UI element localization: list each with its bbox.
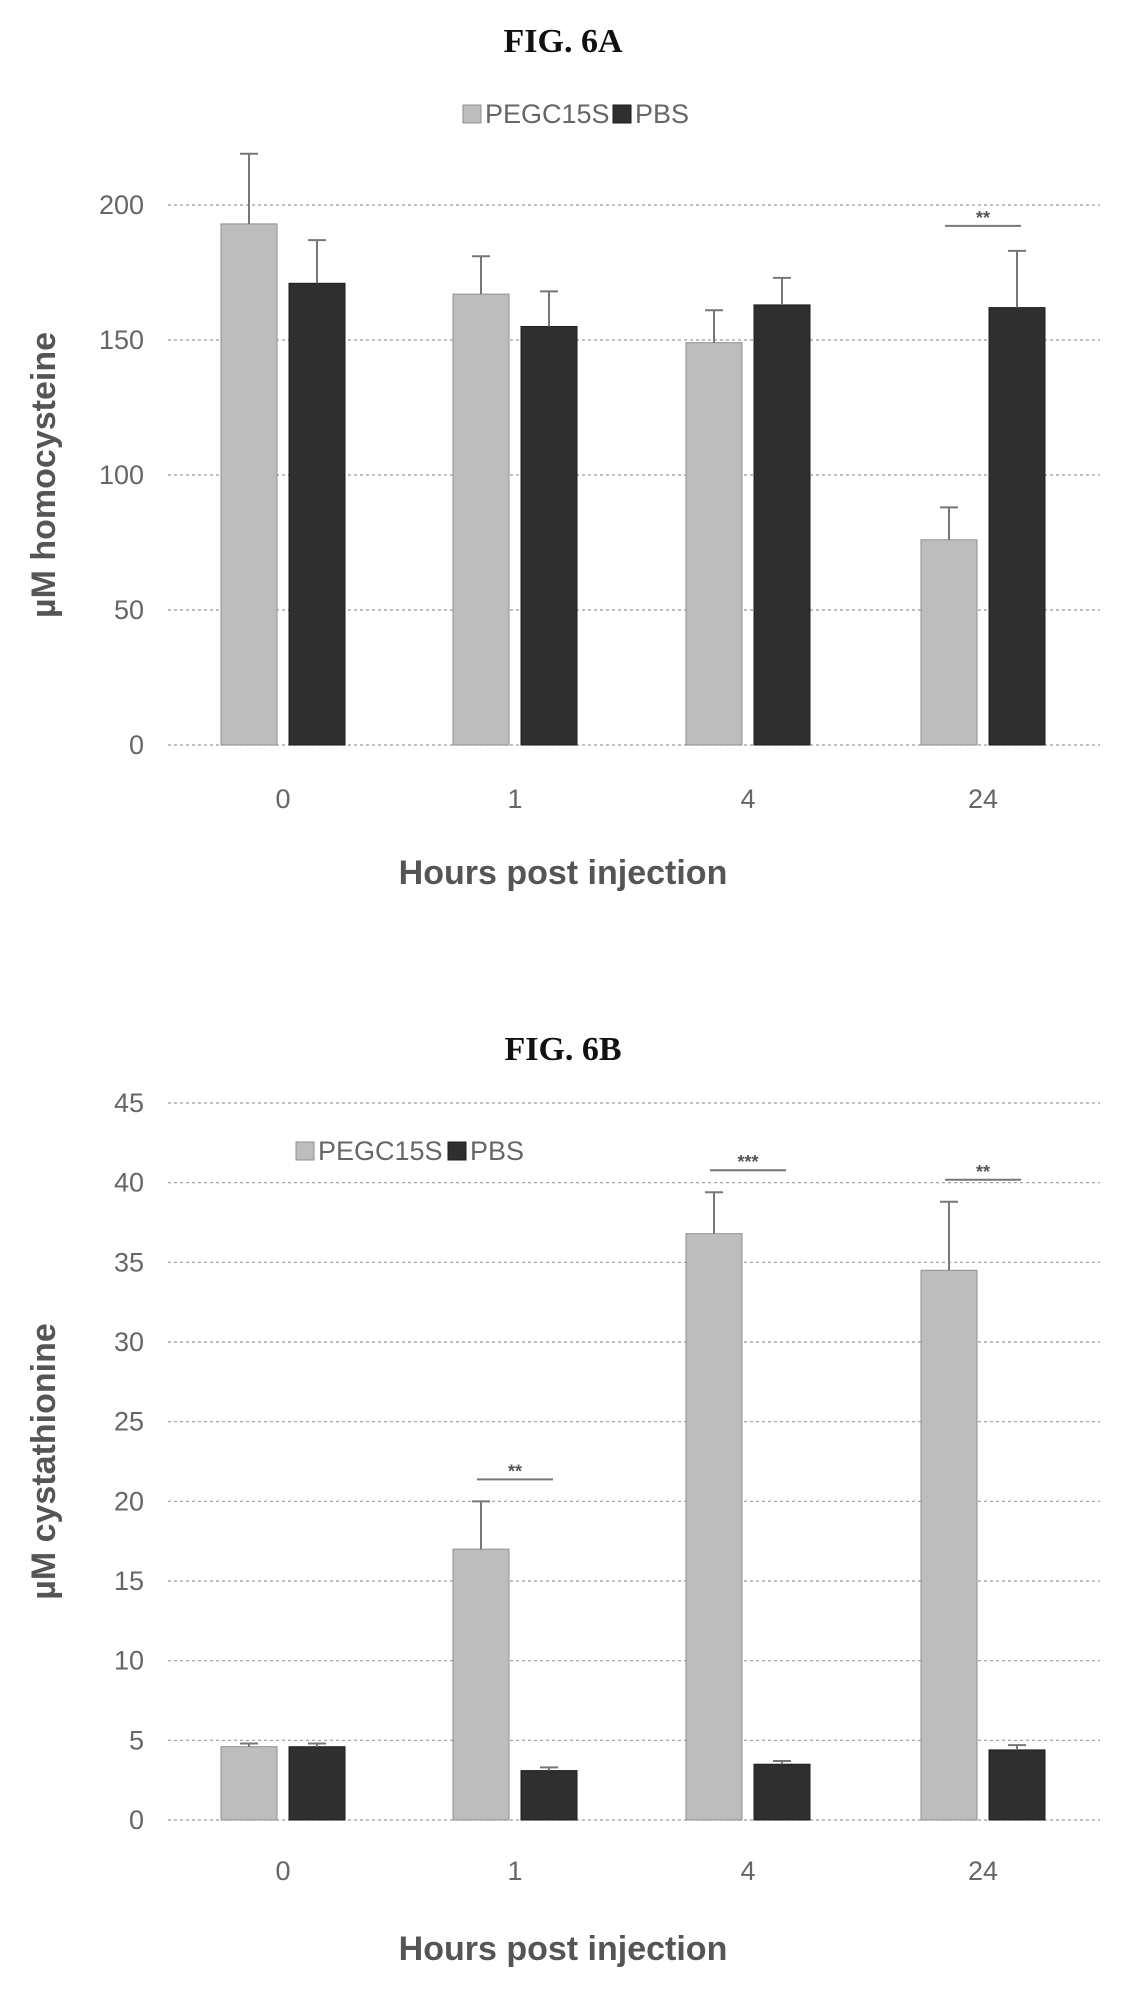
bar-pegc15s-1 bbox=[452, 293, 510, 746]
x-tick-label: 1 bbox=[507, 1856, 522, 1886]
x-tick-label: 4 bbox=[740, 1856, 755, 1886]
y-tick-label: 100 bbox=[99, 460, 144, 490]
bar-pbs-1 bbox=[520, 1770, 578, 1821]
y-tick-label: 30 bbox=[114, 1327, 144, 1357]
chart-fig-6a: FIG. 6A 0 50 100 150 200 µM homocysteine 0 1 4 24 *… bbox=[25, 23, 1100, 892]
legend-label: PBS bbox=[470, 1136, 524, 1166]
y-tick-label: 5 bbox=[129, 1725, 144, 1755]
bar-pegc15s-0 bbox=[220, 1746, 278, 1821]
bar-pbs-4 bbox=[753, 1763, 811, 1821]
y-tick-label: 45 bbox=[114, 1088, 144, 1118]
y-tick-label: 10 bbox=[114, 1646, 144, 1676]
y-tick-label: 25 bbox=[114, 1407, 144, 1437]
y-axis-title: µM homocysteine bbox=[25, 332, 63, 618]
chart-title: FIG. 6A bbox=[504, 23, 623, 60]
x-tick-label: 1 bbox=[507, 784, 522, 814]
significance-label: ** bbox=[976, 1162, 990, 1182]
bar-pegc15s-4 bbox=[685, 342, 743, 746]
significance-label: *** bbox=[737, 1152, 758, 1172]
bar-pbs-1 bbox=[520, 326, 578, 746]
x-tick-label: 24 bbox=[968, 1856, 998, 1886]
y-tick-label: 35 bbox=[114, 1247, 144, 1277]
bar-pbs-0 bbox=[288, 1746, 346, 1821]
y-tick-label: 150 bbox=[99, 325, 144, 355]
bar-pegc15s-0 bbox=[220, 223, 278, 746]
y-tick-label: 0 bbox=[129, 1805, 144, 1835]
x-tick-label: 24 bbox=[968, 784, 998, 814]
legend-swatch bbox=[447, 1141, 467, 1161]
legend-label: PBS bbox=[635, 99, 689, 129]
legend-label: PEGC15S bbox=[485, 99, 610, 129]
y-tick-label: 40 bbox=[114, 1168, 144, 1198]
significance-label: ** bbox=[976, 208, 990, 228]
x-tick-label: 0 bbox=[275, 1856, 290, 1886]
bar-pegc15s-24 bbox=[920, 539, 978, 746]
legend-swatch bbox=[295, 1141, 315, 1161]
bar-pegc15s-24 bbox=[920, 1269, 978, 1821]
y-tick-label: 20 bbox=[114, 1486, 144, 1516]
bar-pbs-4 bbox=[753, 304, 811, 746]
legend-swatch bbox=[612, 104, 632, 124]
bar-pegc15s-1 bbox=[452, 1548, 510, 1821]
y-tick-label: 0 bbox=[129, 730, 144, 760]
bar-pbs-24 bbox=[988, 1749, 1046, 1821]
y-tick-label: 50 bbox=[114, 595, 144, 625]
x-tick-label: 4 bbox=[740, 784, 755, 814]
legend-label: PEGC15S bbox=[318, 1136, 443, 1166]
bar-pbs-0 bbox=[288, 282, 346, 746]
x-axis-title: Hours post injection bbox=[399, 854, 728, 892]
legend-swatch bbox=[462, 104, 482, 124]
bar-pegc15s-4 bbox=[685, 1233, 743, 1821]
y-tick-label: 200 bbox=[99, 190, 144, 220]
significance-label: ** bbox=[508, 1461, 522, 1481]
x-axis-title: Hours post injection bbox=[399, 1930, 728, 1968]
y-axis-title: µM cystathionine bbox=[25, 1323, 63, 1600]
chart-title: FIG. 6B bbox=[504, 1031, 621, 1068]
x-tick-label: 0 bbox=[275, 784, 290, 814]
bar-pbs-24 bbox=[988, 307, 1046, 746]
y-tick-label: 15 bbox=[114, 1566, 144, 1596]
